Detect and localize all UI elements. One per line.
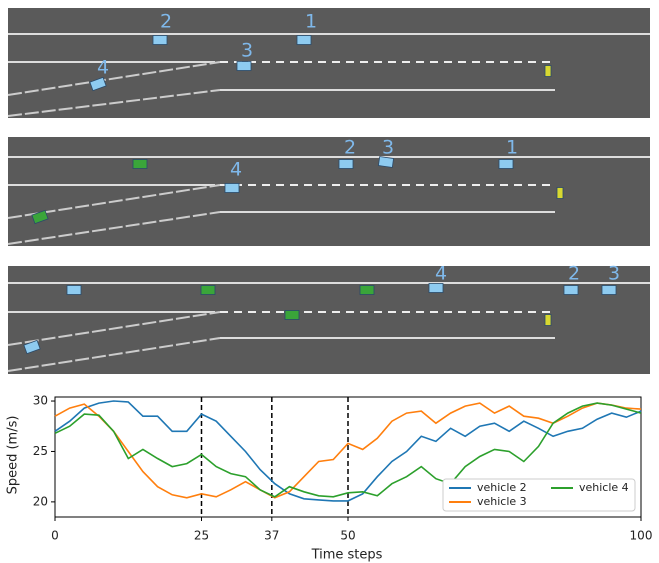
figure: Time steps Speed (m/s) 2 1 3 4 2 3 1 4 4 2 3 20 25 30… bbox=[0, 0, 659, 563]
vehicle bbox=[237, 62, 251, 71]
y-axis-label: Speed (m/s) bbox=[6, 416, 21, 495]
vehicle-label: 3 bbox=[241, 40, 253, 62]
y-tick-label: 20 bbox=[33, 494, 48, 508]
vehicle-label: 3 bbox=[608, 263, 620, 285]
vehicle bbox=[602, 286, 616, 295]
vehicle-label: 1 bbox=[506, 137, 518, 159]
x-axis-label: Time steps bbox=[311, 548, 383, 563]
vehicle bbox=[545, 315, 551, 326]
road-scene: 2 3 1 4 bbox=[8, 137, 650, 247]
legend-label: vehicle 3 bbox=[477, 495, 527, 508]
vehicle bbox=[297, 36, 311, 45]
vehicle-label: 4 bbox=[435, 263, 447, 285]
vehicle bbox=[360, 286, 374, 295]
vehicle bbox=[499, 160, 513, 169]
road-scene: 2 1 3 4 bbox=[8, 8, 650, 118]
vehicle-label: 2 bbox=[160, 11, 172, 33]
vehicle-label: 2 bbox=[344, 137, 356, 159]
y-tick-label: 25 bbox=[33, 444, 48, 458]
vehicle bbox=[429, 284, 443, 293]
y-tick-label: 30 bbox=[33, 394, 48, 408]
x-tick-label: 50 bbox=[340, 529, 355, 543]
vehicle bbox=[153, 36, 167, 45]
x-tick-label: 0 bbox=[51, 529, 59, 543]
x-tick-label: 37 bbox=[264, 529, 279, 543]
x-tick-label: 25 bbox=[194, 529, 209, 543]
vehicle bbox=[557, 188, 563, 199]
vehicle bbox=[67, 286, 81, 295]
vehicle bbox=[285, 311, 299, 320]
vehicle-label: 2 bbox=[568, 263, 580, 285]
legend-label: vehicle 2 bbox=[477, 481, 527, 494]
vehicle-label: 4 bbox=[230, 159, 242, 181]
vehicle bbox=[564, 286, 578, 295]
x-tick-label: 100 bbox=[630, 529, 653, 543]
legend-label: vehicle 4 bbox=[579, 481, 629, 494]
road-scene: 4 2 3 bbox=[8, 263, 650, 375]
vehicle-label: 3 bbox=[382, 137, 394, 159]
vehicle-label: 1 bbox=[305, 11, 317, 33]
vehicle bbox=[201, 286, 215, 295]
vehicle bbox=[133, 160, 147, 169]
vehicle-label: 4 bbox=[97, 57, 109, 79]
vehicle bbox=[339, 160, 353, 169]
vehicle bbox=[225, 184, 239, 193]
vehicle bbox=[545, 66, 551, 77]
